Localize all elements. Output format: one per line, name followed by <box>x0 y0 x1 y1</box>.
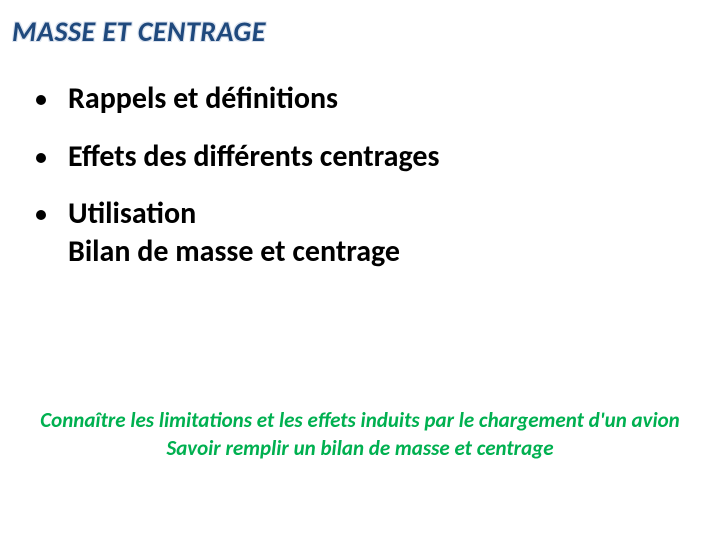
bullet-line: Rappels et définitions <box>68 80 338 118</box>
bullet-icon <box>36 153 46 163</box>
bullet-line: Utilisation <box>68 195 400 233</box>
slide: MASSE ET CENTRAGE Rappels et définitions… <box>0 0 720 540</box>
bullet-line: Bilan de masse et centrage <box>68 233 400 271</box>
bullet-icon <box>36 95 46 105</box>
list-item: Rappels et définitions <box>36 80 700 118</box>
bullet-text: Utilisation Bilan de masse et centrage <box>68 195 400 270</box>
bullet-text: Rappels et définitions <box>68 80 338 118</box>
slide-title: MASSE ET CENTRAGE <box>12 14 266 49</box>
bullet-icon <box>36 210 46 220</box>
bullet-list: Rappels et définitions Effets des différ… <box>36 80 700 290</box>
list-item: Effets des différents centrages <box>36 138 700 176</box>
bullet-line: Effets des différents centrages <box>68 138 439 176</box>
footer-note: Connaître les limitations et les effets … <box>0 407 720 462</box>
bullet-text: Effets des différents centrages <box>68 138 439 176</box>
footer-line: Savoir remplir un bilan de masse et cent… <box>10 435 710 462</box>
list-item: Utilisation Bilan de masse et centrage <box>36 195 700 270</box>
footer-line: Connaître les limitations et les effets … <box>10 407 710 434</box>
